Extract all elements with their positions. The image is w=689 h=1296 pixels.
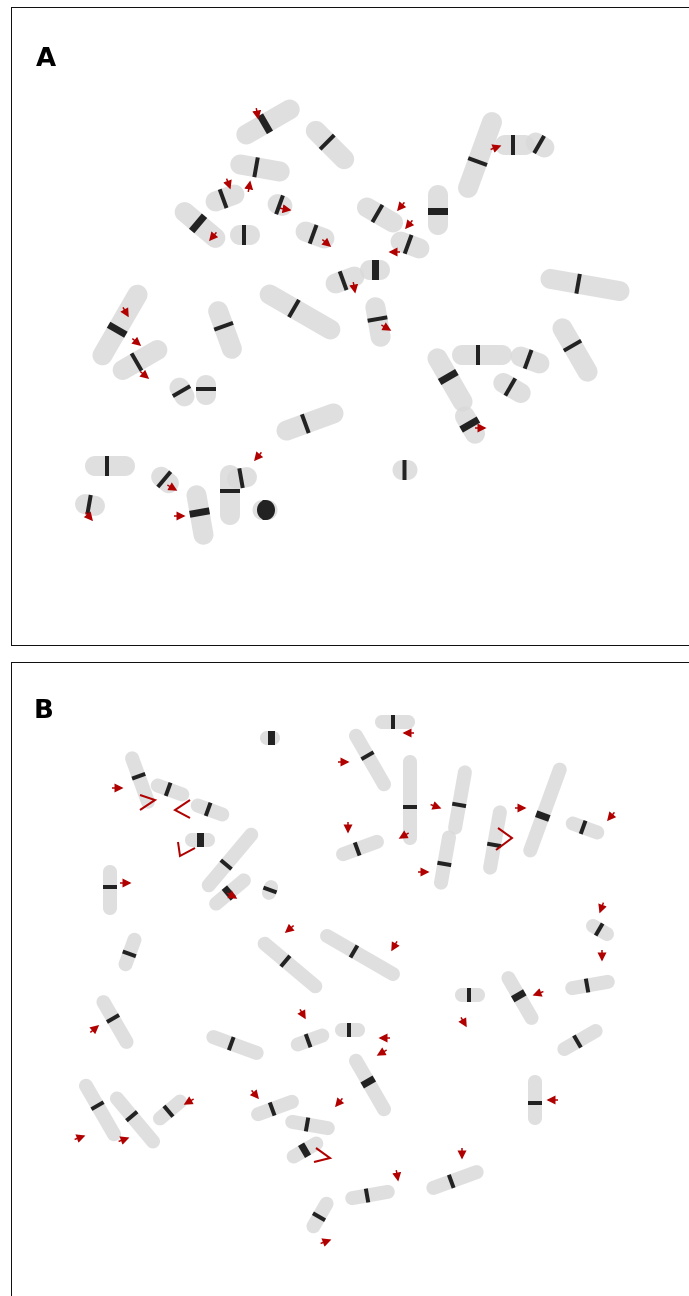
chromatid [452,345,512,365]
band [242,225,246,245]
chromosome [428,185,448,235]
chromatid [403,755,417,845]
band [403,805,417,809]
chromosome [455,988,485,1002]
band [268,731,275,745]
chromosome [403,755,417,845]
chromosome [335,1023,365,1037]
band [372,260,379,280]
chromosome [360,260,390,280]
dense-chromosome [257,500,275,520]
chromosome [103,865,117,915]
band [196,387,216,391]
band [467,988,471,1002]
panel-label: A [36,43,56,73]
chromatid [528,1075,542,1125]
band [391,715,395,729]
chromosome [393,460,418,480]
chromosome [528,1075,542,1125]
chromosome [260,731,280,745]
chromatid [103,865,117,915]
chromatid [85,456,135,476]
chromosome [185,833,215,847]
band [220,489,240,493]
band [511,135,515,155]
band [105,456,109,476]
band [403,460,407,480]
chromosome [452,345,512,365]
chromosome [85,456,135,476]
figure: A B [0,0,689,1296]
band [476,345,480,365]
band [197,833,204,847]
band [103,885,117,889]
panel-label: B [34,695,54,725]
chromosome [230,225,260,245]
chromosome [196,375,216,405]
band [428,208,448,215]
chromosome [375,715,415,729]
band [347,1023,351,1037]
page: A B (() => { const data = JSON.parse(doc… [0,0,689,1296]
band [528,1101,542,1105]
